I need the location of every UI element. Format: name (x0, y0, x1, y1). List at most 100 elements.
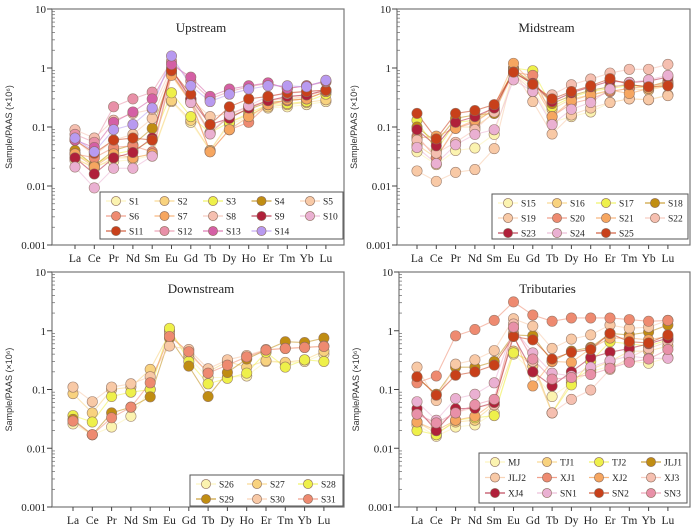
panel-title: Tributaries (519, 281, 576, 296)
data-point-s28 (318, 355, 330, 367)
x-tick-label: Lu (320, 253, 333, 265)
legend-marker (490, 488, 500, 498)
x-tick-label: Lu (318, 515, 331, 527)
legend-label: S11 (129, 228, 144, 238)
x-tick-label: Sm (145, 253, 160, 265)
legend-label: S5 (323, 198, 333, 208)
data-point-s25 (604, 73, 616, 85)
y-tick-label: 1 (41, 63, 47, 75)
legend-label: XJ4 (508, 490, 524, 500)
legend-label: S26 (219, 481, 234, 491)
data-point-xj3 (565, 393, 577, 405)
x-tick-label: Ce (430, 515, 443, 527)
y-tick-label: 1 (41, 326, 47, 338)
y-tick-label: 0.01 (27, 443, 46, 455)
x-tick-label: Tb (546, 515, 559, 527)
x-tick-label: Ho (584, 515, 598, 527)
data-point-sn3 (430, 417, 442, 429)
y-tick-label: 0.001 (368, 502, 393, 514)
data-point-s19 (643, 94, 655, 106)
data-point-s19 (546, 128, 558, 140)
legend-marker (646, 457, 656, 467)
data-point-s19 (527, 96, 539, 108)
data-point-s12 (108, 101, 120, 113)
legend-marker (552, 198, 562, 208)
legend-marker (594, 488, 604, 498)
data-point-xj1 (565, 312, 577, 324)
legend-marker (208, 196, 218, 206)
legend-label: JLJ2 (508, 474, 526, 484)
data-point-s10 (69, 161, 81, 173)
data-point-s14 (281, 80, 293, 92)
data-point-s11 (108, 134, 120, 146)
data-point-s28 (299, 354, 311, 366)
data-point-s24 (546, 119, 558, 131)
data-point-s19 (450, 166, 462, 178)
y-tick-label: 0.1 (379, 385, 393, 397)
data-point-xj3 (585, 384, 597, 396)
data-point-xj1 (507, 296, 519, 308)
legend-label: S8 (226, 213, 236, 223)
data-point-s14 (223, 88, 235, 100)
data-point-xj3 (546, 407, 558, 419)
legend-label: S7 (178, 213, 188, 223)
legend-marker (552, 228, 562, 238)
data-point-xj1 (643, 315, 655, 327)
legend-label: XJ3 (664, 474, 680, 484)
x-tick-label: Er (261, 515, 272, 527)
data-point-s25 (643, 81, 655, 93)
data-point-sn3 (643, 353, 655, 365)
legend-label: S14 (275, 228, 290, 238)
legend-marker (303, 479, 313, 489)
data-point-jlj2 (450, 358, 462, 370)
data-point-sn3 (450, 407, 462, 419)
data-point-xj2 (565, 356, 577, 368)
data-point-s14 (146, 102, 158, 114)
data-point-sn2 (430, 389, 442, 401)
data-point-s14 (127, 119, 139, 131)
data-point-s28 (202, 378, 214, 390)
x-tick-label: La (67, 515, 79, 527)
data-point-s10 (204, 128, 216, 140)
data-point-s25 (430, 133, 442, 145)
legend-marker (256, 196, 267, 206)
data-point-s31 (125, 401, 137, 413)
x-tick-label: Dy (564, 515, 578, 527)
x-tick-label: La (411, 253, 423, 265)
data-point-s9 (127, 146, 139, 158)
data-point-s25 (527, 78, 539, 90)
legend-label: S9 (275, 213, 285, 223)
data-point-s14 (185, 80, 197, 92)
legend-label: S31 (321, 496, 336, 506)
data-point-s12 (127, 93, 139, 105)
data-point-jlj2 (469, 354, 481, 366)
x-tick-label: Gd (184, 253, 198, 265)
legend-marker (159, 196, 170, 206)
legend: S1 S2 S3 S4 S5 S6 S7 S8 S9 S10 S11 S12 S13 S14 (99, 191, 344, 240)
data-point-sn3 (488, 393, 500, 405)
data-point-s4 (146, 122, 158, 134)
legend-marker (159, 211, 170, 221)
data-point-s25 (623, 79, 635, 91)
y-tick-label: 1 (388, 326, 394, 338)
legend-label: S24 (570, 230, 585, 240)
data-point-jlj2 (546, 342, 558, 354)
data-point-sn1 (469, 388, 481, 400)
x-tick-label: Ce (88, 253, 101, 265)
data-point-sn2 (623, 336, 635, 348)
data-point-sn2 (507, 330, 519, 342)
data-point-sn3 (604, 362, 616, 374)
legend-label: S20 (570, 215, 585, 225)
legend-marker (256, 211, 267, 221)
x-tick-label: Yb (298, 515, 312, 527)
data-point-xj1 (430, 370, 442, 382)
data-point-xj1 (546, 315, 558, 327)
data-point-sn2 (411, 371, 423, 383)
data-point-s10 (108, 162, 120, 174)
legend-label: S22 (668, 215, 683, 225)
data-point-s28 (86, 416, 98, 428)
data-point-sn2 (643, 337, 655, 349)
legend-marker (542, 457, 552, 467)
data-point-s11 (127, 132, 139, 144)
legend-marker (208, 226, 218, 236)
